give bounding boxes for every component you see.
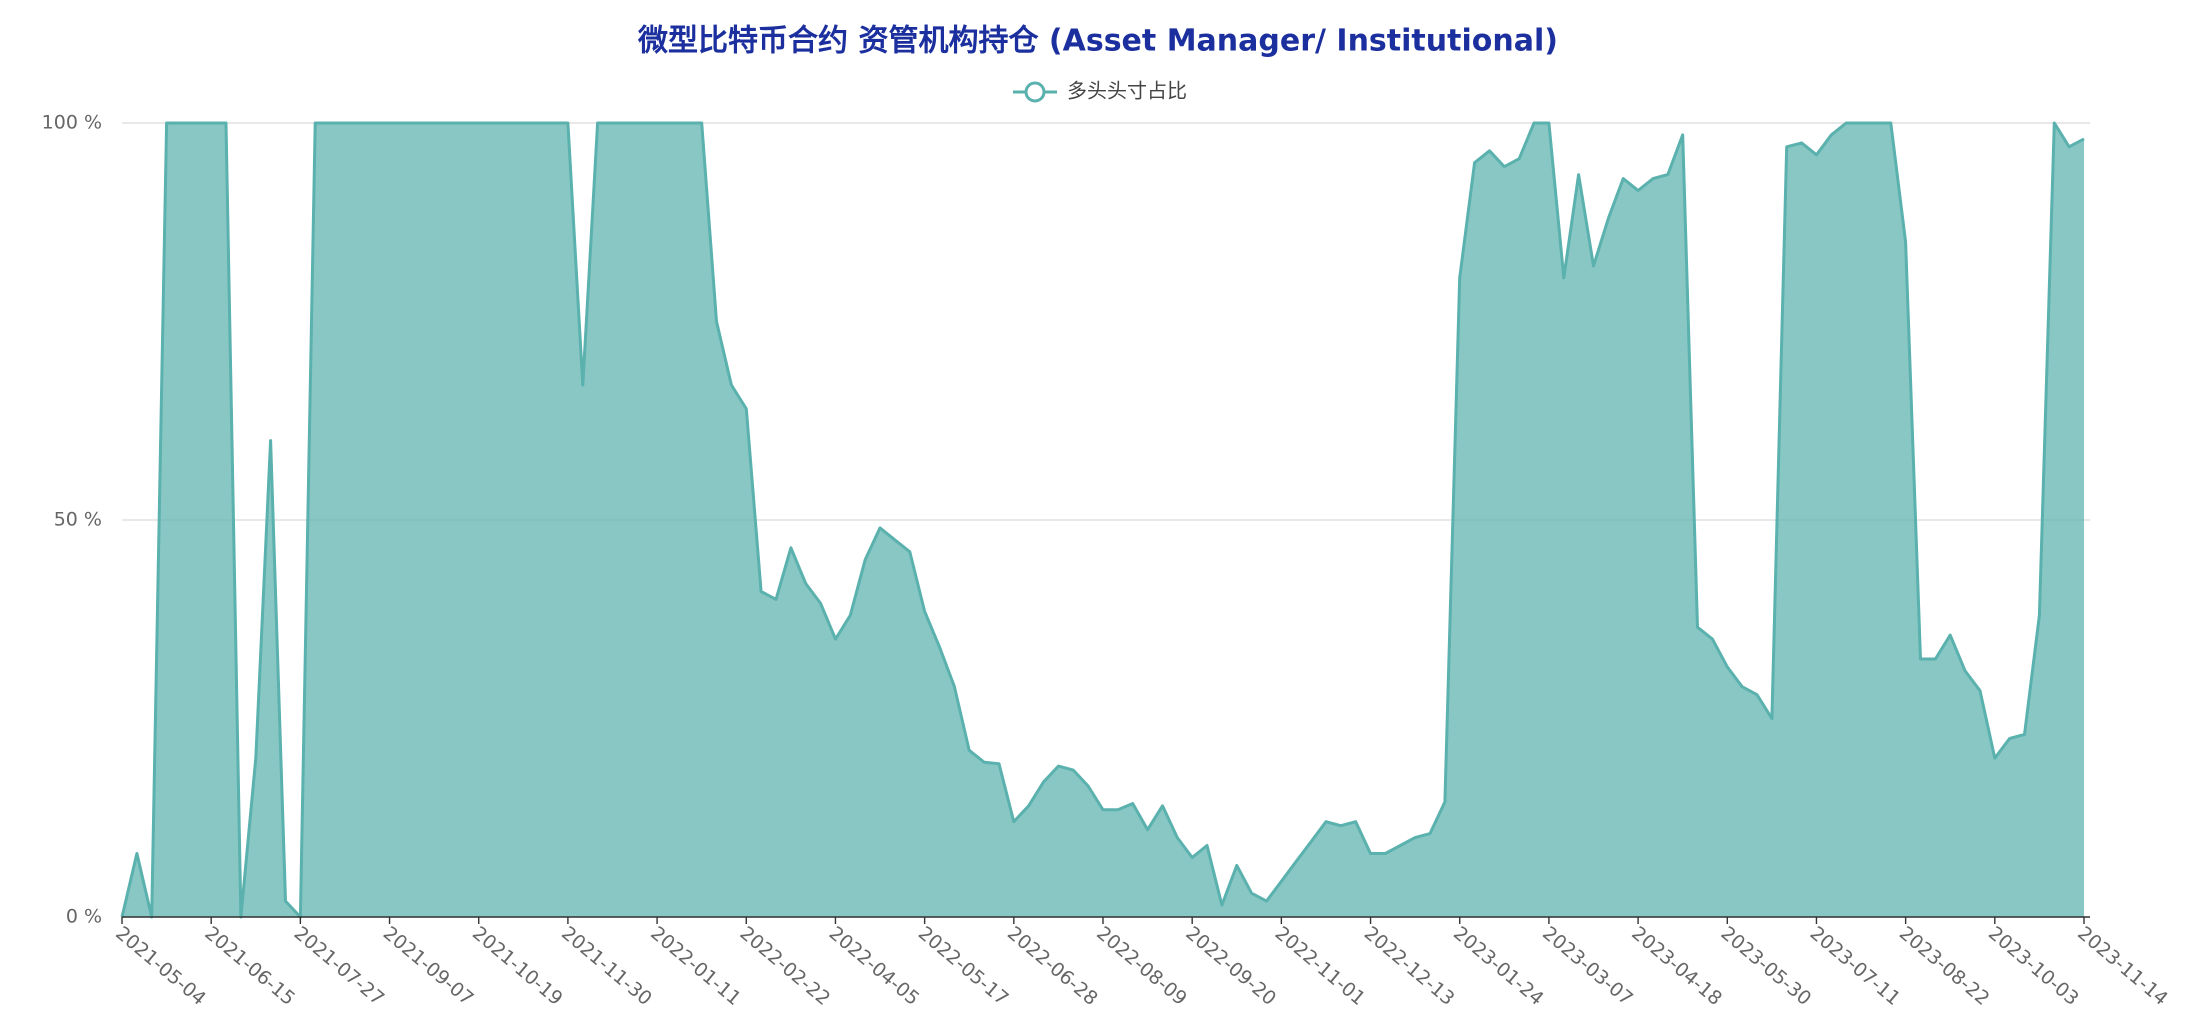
legend-swatch <box>1024 81 1046 103</box>
x-tick-label: 2023-05-30 <box>1717 922 1816 1010</box>
x-tick-label: 2022-02-22 <box>736 922 835 1010</box>
x-tick-label: 2023-04-18 <box>1627 922 1726 1010</box>
x-tick-label: 2022-01-11 <box>646 922 745 1010</box>
x-tick-label: 2022-12-13 <box>1360 922 1459 1010</box>
x-tick-label: 2022-08-09 <box>1092 922 1191 1010</box>
x-tick-label: 2021-09-07 <box>379 922 478 1010</box>
x-tick-label: 2022-04-05 <box>825 922 924 1010</box>
x-tick-label: 2021-06-15 <box>200 922 299 1010</box>
legend-label: 多头头寸占比 <box>1067 79 1187 103</box>
x-tick-label: 2023-01-24 <box>1449 922 1548 1010</box>
x-tick-label: 2022-06-28 <box>1003 922 1102 1010</box>
y-tick-label: 0 % <box>66 906 102 928</box>
chart-title: 微型比特币合约 资管机构持仓 (Asset Manager/ Instituti… <box>637 24 1558 59</box>
x-tick-label: 2023-03-07 <box>1538 922 1637 1010</box>
x-tick-label: 2021-07-27 <box>290 922 389 1010</box>
y-tick-label: 100 % <box>42 112 102 134</box>
x-tick-label: 2022-11-01 <box>1271 922 1370 1010</box>
area-line <box>120 121 2085 919</box>
x-tick-label: 2021-11-30 <box>557 922 656 1010</box>
area-fill <box>122 123 2084 917</box>
x-tick-label: 2023-07-11 <box>1806 922 1905 1010</box>
x-tick-label: 2023-08-22 <box>1895 922 1994 1010</box>
x-tick-label: 2021-05-04 <box>111 922 210 1010</box>
x-tick-label: 2022-05-17 <box>914 922 1013 1010</box>
y-tick-label: 50 % <box>54 509 102 531</box>
x-tick-label: 2023-10-03 <box>1984 922 2083 1010</box>
x-tick-label: 2021-10-19 <box>468 922 567 1010</box>
x-tick-label: 2023-11-14 <box>2073 922 2172 1010</box>
x-tick-label: 2022-09-20 <box>1181 922 1280 1010</box>
